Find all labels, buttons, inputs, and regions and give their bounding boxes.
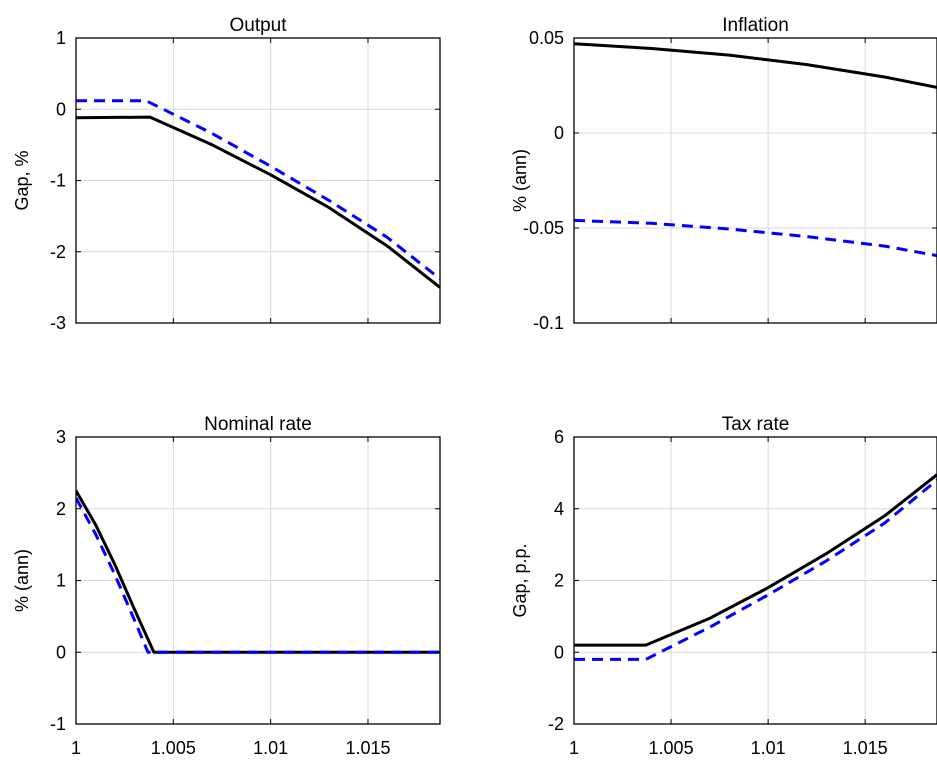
x-tick-label: 1.005 xyxy=(151,738,196,758)
y-tick-label: 3 xyxy=(56,427,66,447)
x-tick-label: 1.015 xyxy=(843,738,888,758)
y-tick-label: 0 xyxy=(56,99,66,119)
y-tick-label: -1 xyxy=(50,171,66,191)
panel-output: -3 -2 -1 0 1 Output Gap, % xyxy=(12,15,441,333)
chart-title: Tax rate xyxy=(722,414,790,435)
series-line-solid xyxy=(574,42,937,89)
chart-title: Nominal rate xyxy=(204,414,312,435)
y-tick-label: 0 xyxy=(554,123,564,143)
y-tick-label: -0.1 xyxy=(533,313,564,333)
panel-inflation: -0.1 -0.05 0 0.05 Inflation % (ann) xyxy=(510,15,937,333)
x-tick-label: 1 xyxy=(71,738,81,758)
chart-title: Output xyxy=(229,15,287,36)
x-tick-label: 1 xyxy=(569,738,579,758)
y-tick-label: 1 xyxy=(56,28,66,48)
series-line-solid xyxy=(76,115,440,289)
chart-title: Inflation xyxy=(722,15,789,36)
y-tick-label: -0.05 xyxy=(523,218,564,238)
axes-box xyxy=(573,37,937,324)
series-line-solid xyxy=(76,490,440,654)
y-tick-label: 0.05 xyxy=(529,28,564,48)
y-tick-label: -2 xyxy=(548,714,564,734)
series-line-dashed xyxy=(76,497,440,654)
y-tick-label: 0 xyxy=(554,642,564,662)
y-axis-label: Gap, p.p. xyxy=(510,543,530,617)
y-tick-label: 2 xyxy=(56,499,66,519)
series-line-dashed xyxy=(76,99,440,280)
y-tick-label: 2 xyxy=(554,571,564,591)
series-line-dashed xyxy=(574,218,937,258)
y-tick-label: -2 xyxy=(50,242,66,262)
series-line-solid xyxy=(574,473,937,647)
panel-nominal-rate: -1 0 1 2 3 1 1.005 1.01 1.015 Nominal rate % (ann) xyxy=(12,414,441,758)
y-tick-label: -1 xyxy=(50,714,66,734)
y-tick-label: 6 xyxy=(554,427,564,447)
y-axis-label: % (ann) xyxy=(510,149,530,212)
x-tick-label: 1.005 xyxy=(649,738,694,758)
y-axis-label: Gap, % xyxy=(12,150,32,210)
y-tick-label: 0 xyxy=(56,642,66,662)
y-tick-label: 4 xyxy=(554,499,564,519)
x-tick-label: 1.01 xyxy=(253,738,288,758)
x-tick-label: 1.01 xyxy=(751,738,786,758)
series-line-dashed xyxy=(574,478,937,661)
panel-tax-rate: -2 0 2 4 6 1 1.005 1.01 1.015 Tax rate Gap, p.p. xyxy=(510,414,937,758)
y-tick-label: -3 xyxy=(50,313,66,333)
x-tick-label: 1.015 xyxy=(345,738,390,758)
y-tick-label: 1 xyxy=(56,571,66,591)
y-axis-label: % (ann) xyxy=(12,549,32,612)
